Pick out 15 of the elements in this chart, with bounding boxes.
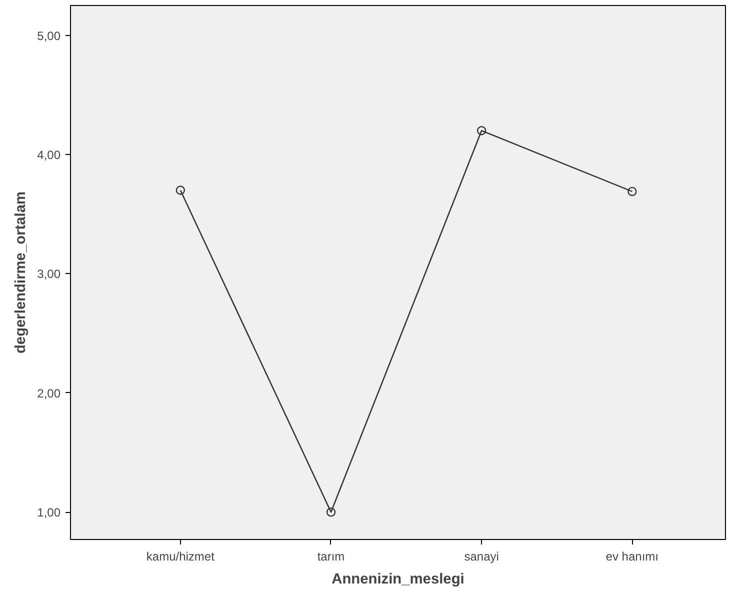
x-tick-label: ev hanımı bbox=[606, 550, 658, 564]
point bbox=[628, 186, 637, 196]
x-tick-label: sanayi bbox=[464, 550, 499, 564]
x-axis-title: Annenizin_meslegi bbox=[332, 572, 464, 588]
point bbox=[326, 507, 336, 517]
y-tick-label: 2,00 bbox=[37, 386, 61, 400]
x-tick-label: tarım bbox=[317, 550, 345, 564]
y-tick-label: 5,00 bbox=[37, 28, 61, 43]
y-tick-label: 3,00 bbox=[37, 267, 61, 282]
point bbox=[176, 186, 186, 195]
y-tick-label: 1,00 bbox=[37, 506, 61, 520]
x-tick-label: kamu/hizmet bbox=[146, 550, 216, 564]
y-axis-title: degerlendirme_ortalam bbox=[13, 191, 30, 354]
y-tick-label: 4,00 bbox=[37, 148, 61, 162]
point bbox=[476, 126, 486, 136]
